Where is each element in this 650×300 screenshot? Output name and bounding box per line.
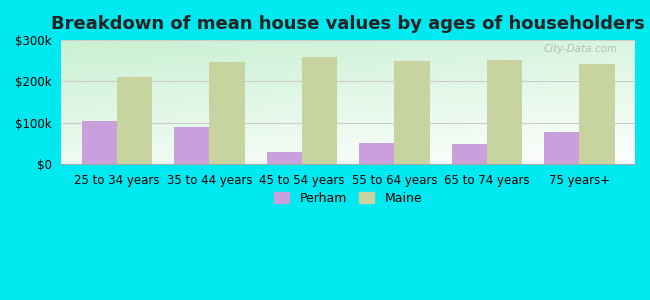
Bar: [544, 132, 580, 164]
Bar: [209, 61, 244, 164]
Bar: [580, 64, 615, 164]
Bar: [395, 61, 430, 164]
Bar: [452, 143, 487, 164]
Bar: [174, 127, 209, 164]
Bar: [117, 76, 152, 164]
Title: Breakdown of mean house values by ages of householders: Breakdown of mean house values by ages o…: [51, 15, 645, 33]
Text: City-Data.com: City-Data.com: [543, 44, 618, 54]
Bar: [266, 152, 302, 164]
Bar: [302, 58, 337, 164]
Bar: [359, 143, 395, 164]
Bar: [82, 121, 117, 164]
Legend: Perham, Maine: Perham, Maine: [269, 187, 427, 210]
Bar: [487, 60, 522, 164]
